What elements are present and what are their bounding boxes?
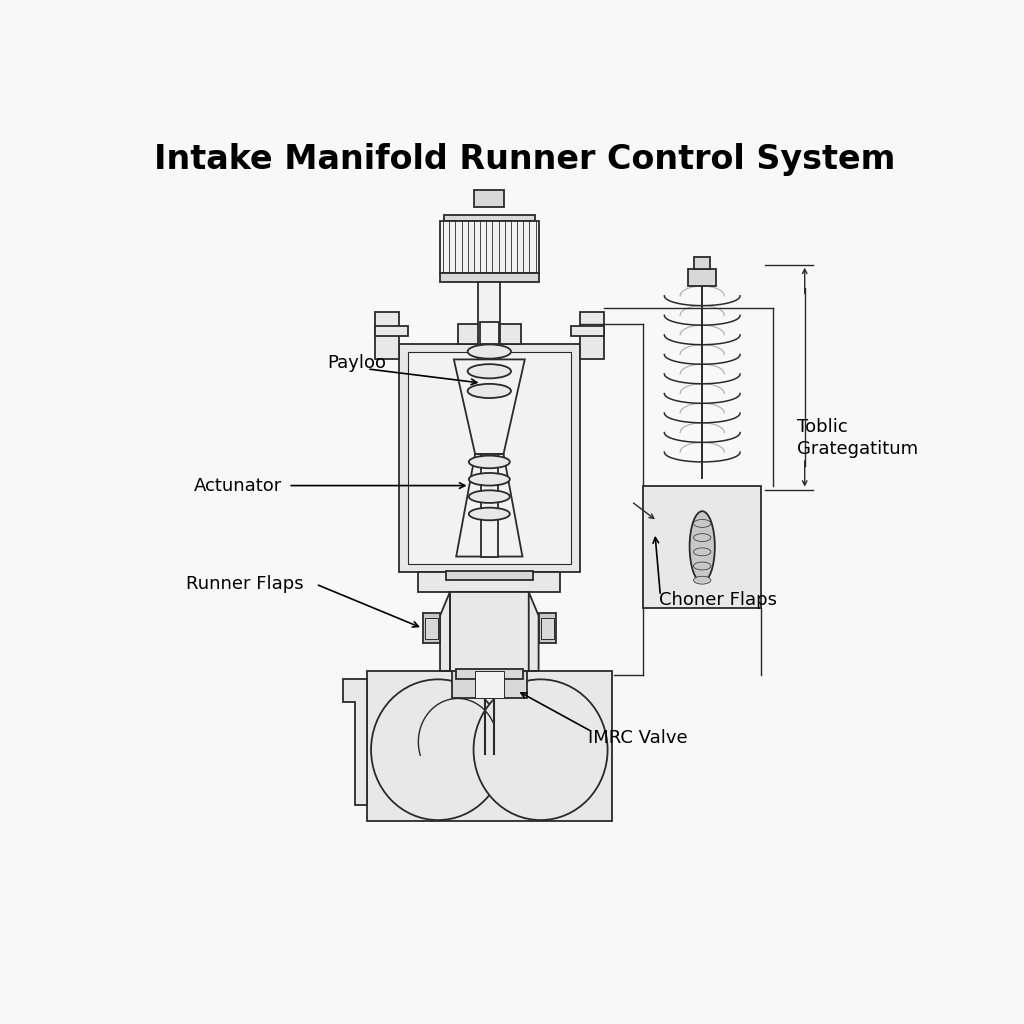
Bar (688, 268, 717, 286)
Bar (580, 312, 604, 359)
Text: Toblic
Grategatitum: Toblic Grategatitum (797, 418, 918, 459)
Ellipse shape (371, 679, 505, 820)
Ellipse shape (693, 548, 711, 556)
Ellipse shape (693, 562, 711, 570)
Polygon shape (440, 592, 450, 671)
Bar (539, 613, 556, 643)
Bar (368, 671, 611, 820)
Bar (475, 671, 504, 698)
Bar (570, 327, 604, 336)
Text: Intake Manifold Runner Control System: Intake Manifold Runner Control System (155, 142, 895, 175)
Ellipse shape (468, 365, 511, 378)
Polygon shape (343, 679, 368, 805)
Bar (423, 613, 440, 643)
Ellipse shape (693, 534, 711, 542)
Ellipse shape (689, 511, 715, 583)
Bar (425, 618, 437, 639)
Bar (440, 221, 539, 272)
Bar (446, 570, 532, 581)
Bar (444, 215, 535, 221)
Text: IMRC Valve: IMRC Valve (588, 729, 687, 746)
Text: Runner Flaps: Runner Flaps (185, 575, 303, 593)
Text: Actunator: Actunator (194, 476, 282, 495)
Ellipse shape (468, 344, 511, 358)
Bar (480, 454, 498, 557)
Bar (456, 670, 523, 679)
Bar (474, 189, 504, 207)
Text: Choner Flaps: Choner Flaps (658, 591, 777, 609)
Bar (694, 257, 710, 268)
Ellipse shape (469, 456, 510, 468)
Bar (643, 485, 762, 608)
Bar (541, 618, 554, 639)
Bar (458, 324, 521, 344)
Bar (398, 344, 580, 572)
Ellipse shape (469, 473, 510, 485)
Bar (409, 351, 570, 564)
Ellipse shape (469, 508, 510, 520)
Bar (375, 312, 398, 359)
Polygon shape (457, 454, 522, 557)
Ellipse shape (469, 490, 510, 503)
Text: Payloo: Payloo (328, 354, 387, 373)
Bar (440, 272, 539, 283)
Bar (375, 327, 409, 336)
Ellipse shape (693, 519, 711, 527)
Bar (480, 322, 499, 344)
Ellipse shape (473, 679, 607, 820)
Bar (450, 592, 528, 671)
Ellipse shape (693, 577, 711, 584)
Ellipse shape (468, 384, 511, 398)
Polygon shape (528, 592, 539, 671)
Bar (478, 283, 501, 364)
Bar (419, 572, 560, 592)
Bar (452, 671, 526, 698)
Polygon shape (454, 359, 524, 454)
